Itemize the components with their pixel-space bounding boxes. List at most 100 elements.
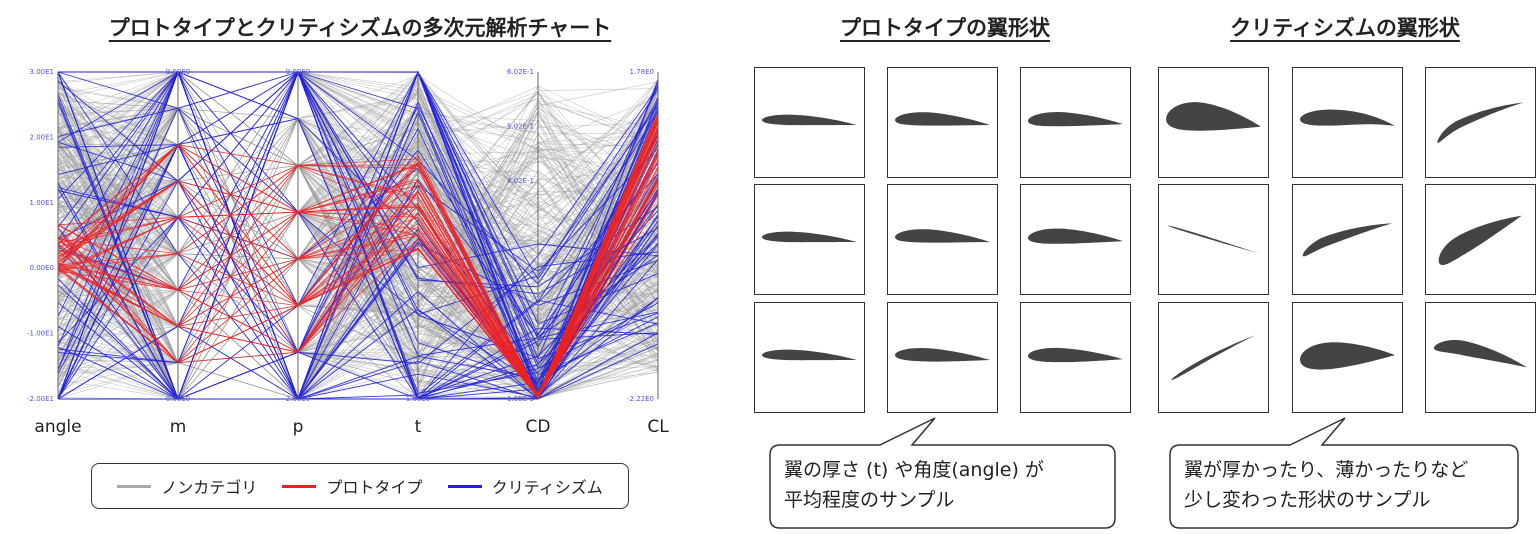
axis-label-CL: CL xyxy=(647,417,669,437)
airfoil-shape xyxy=(1171,335,1256,380)
criticism-callout-text: 翼が厚かったり、薄かったりなど 少し変わった形状のサンプル xyxy=(1184,455,1468,515)
noncategory-line xyxy=(57,105,659,400)
noncategory-line xyxy=(57,107,659,315)
criticism-airfoil-cell xyxy=(1425,302,1536,413)
criticism-line xyxy=(57,227,659,400)
legend-item-criticism: クリティシズム xyxy=(447,474,603,498)
tick-label: 2.00E0 xyxy=(286,395,310,403)
criticism-airfoil-cell xyxy=(1292,67,1403,178)
noncategory-line xyxy=(57,71,659,291)
legend: ノンカテゴリ プロトタイプ クリティシズム xyxy=(91,463,629,509)
prototype-callout-line-1: 翼の厚さ (t) や角度(angle) が xyxy=(784,459,1044,481)
tick-label: 1.00E1 xyxy=(30,199,54,207)
axes: angle m p t CD CL 3.00E1 2.00E1 1.00E1 0.00E0 -1.0… xyxy=(27,68,669,437)
airfoil-shape xyxy=(762,231,857,243)
axis-label-m: m xyxy=(170,417,187,437)
airfoil-shape xyxy=(762,114,857,126)
criticism-callout-line-2: 少し変わった形状のサンプル xyxy=(1184,489,1431,511)
legend-label: ノンカテゴリ xyxy=(161,478,258,497)
noncategory-line xyxy=(57,140,659,364)
airfoil-shape xyxy=(1300,342,1395,370)
tick-label: 4.02E-1 xyxy=(507,177,534,185)
airfoil-shape xyxy=(1438,215,1522,266)
prototype-line xyxy=(57,132,659,400)
airfoil-shape xyxy=(1027,347,1124,363)
criticism-airfoil-cell xyxy=(1292,184,1403,295)
noncategory-line xyxy=(57,71,659,399)
legend-label: クリティシズム xyxy=(491,478,603,497)
airfoil-shape xyxy=(1302,223,1393,257)
criticism-line xyxy=(57,71,659,354)
noncategory-line xyxy=(57,71,659,326)
noncategory-line xyxy=(57,109,659,291)
criticism-airfoil-cell xyxy=(1158,67,1269,178)
tick-label: 0.00E0 xyxy=(166,395,190,403)
prototype-airfoil-cell xyxy=(754,184,865,295)
airfoil-shape xyxy=(895,112,990,126)
airfoil-shape xyxy=(1433,339,1528,368)
prototype-line xyxy=(57,130,659,397)
criticism-line xyxy=(57,70,659,400)
legend-swatch-red xyxy=(282,484,317,488)
tick-label: 9.00E0 xyxy=(166,68,190,76)
noncategory-line xyxy=(57,169,659,400)
airfoil-shape xyxy=(1027,111,1124,127)
noncategory-line xyxy=(57,153,659,360)
airfoil-shape xyxy=(1168,225,1259,254)
noncategory-line xyxy=(57,71,659,255)
noncategory-line xyxy=(57,71,659,400)
tick-label: 6.02E-1 xyxy=(507,68,534,76)
criticism-line xyxy=(57,190,659,400)
criticism-line xyxy=(57,71,659,400)
noncategory-line xyxy=(57,278,659,371)
criticism-airfoil-cell xyxy=(1425,67,1536,178)
prototype-line xyxy=(57,152,659,398)
noncategory-line xyxy=(57,118,659,362)
criticism-airfoil-cell xyxy=(1425,184,1536,295)
axis-label-CD: CD xyxy=(526,417,551,437)
noncategory-line xyxy=(57,71,659,400)
prototype-airfoil-cell xyxy=(887,67,998,178)
noncategory-line xyxy=(57,87,659,375)
noncategory-line xyxy=(57,108,659,318)
tick-label: 1.78E0 xyxy=(630,68,654,76)
parallel-coordinates-chart: angle m p t CD CL 3.00E1 2.00E1 1.00E1 0.00E0 -1.0… xyxy=(27,68,669,437)
prototype-callout-text: 翼の厚さ (t) や角度(angle) が 平均程度のサンプル xyxy=(784,455,1044,515)
tick-label: 1.65E-3 xyxy=(507,395,534,403)
airfoil-shape xyxy=(1027,228,1124,244)
prototype-lines xyxy=(57,111,659,400)
legend-item-prototype: プロトタイプ xyxy=(282,474,422,498)
axis-label-angle: angle xyxy=(34,417,81,437)
noncategory-line xyxy=(57,141,659,400)
tick-label: 3.00E1 xyxy=(30,68,54,76)
prototype-airfoil-cell xyxy=(887,302,998,413)
prototype-line xyxy=(57,113,659,398)
chart-title: プロトタイプとクリティシズムの多次元解析チャート xyxy=(108,16,612,40)
noncategory-line xyxy=(57,81,659,400)
legend-swatch-gray xyxy=(117,484,152,488)
noncategory-line xyxy=(57,246,659,342)
tick-label: 2.00E1 xyxy=(30,133,54,141)
noncategory-line xyxy=(57,71,659,303)
prototype-airfoil-cell xyxy=(754,67,865,178)
tick-label: 5.02E-1 xyxy=(507,122,534,130)
noncategory-line xyxy=(57,80,659,353)
noncategory-line xyxy=(57,105,659,316)
criticism-airfoil-cell xyxy=(1158,302,1269,413)
criticism-line xyxy=(57,104,659,354)
axis-label-t: t xyxy=(415,417,422,437)
legend-item-noncategory: ノンカテゴリ xyxy=(117,474,257,498)
tick-label: 1.00E0 xyxy=(406,395,430,403)
noncategory-line xyxy=(57,90,659,370)
tick-label: 9.00E0 xyxy=(286,68,310,76)
airfoil-shape xyxy=(762,349,857,361)
prototype-airfoil-cell xyxy=(1020,184,1131,295)
noncategory-line xyxy=(57,71,659,291)
criticism-line xyxy=(57,70,659,401)
criticism-airfoil-cell xyxy=(1292,302,1403,413)
prototype-airfoil-cell xyxy=(1020,67,1131,178)
airfoil-shape xyxy=(895,347,990,362)
airfoil-shape xyxy=(1166,102,1261,131)
tick-label: -1.00E1 xyxy=(27,330,54,338)
axis-label-p: p xyxy=(293,417,304,437)
